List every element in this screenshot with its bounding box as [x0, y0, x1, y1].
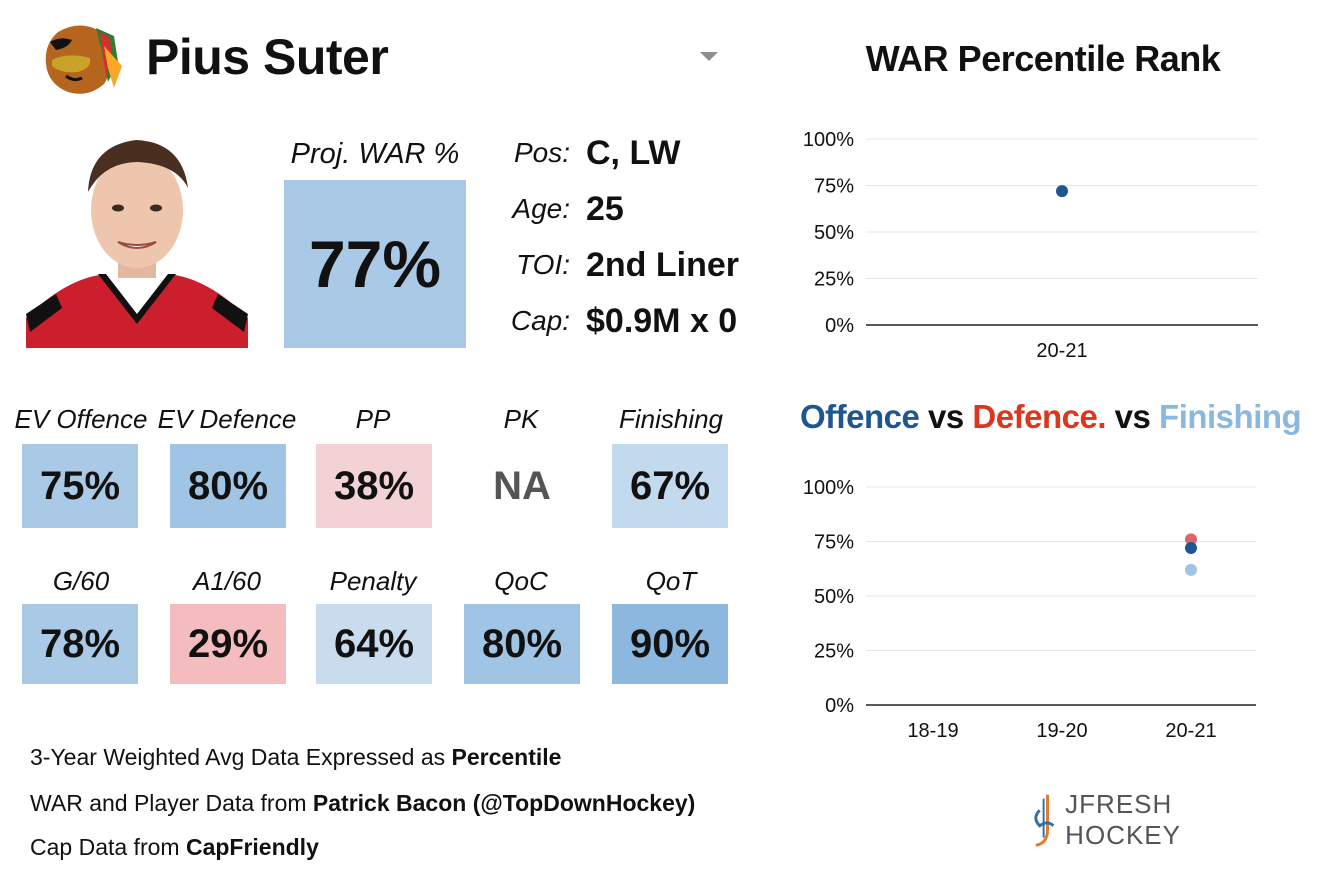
stat-value-penalty: 64%: [316, 604, 432, 684]
stat-label-pk: PK: [503, 404, 539, 434]
jfresh-logo-icon: [1034, 794, 1055, 847]
stat-label-a160: A1/60: [193, 566, 261, 596]
title-part-finishing: Finishing: [1159, 398, 1302, 435]
info-row-age: Age: 25: [500, 184, 760, 234]
stat-label-ev-offence: EV Offence: [14, 404, 148, 434]
data-point: [1185, 533, 1197, 546]
info-label: Age:: [512, 193, 570, 224]
footer-bold: Patrick Bacon (@TopDownHockey): [312, 790, 696, 816]
title-part-vs: vs: [1105, 398, 1160, 435]
blackhawks-logo-icon: [38, 22, 124, 98]
stat-label-pp: PP: [355, 404, 391, 434]
stat-label-finishing: Finishing: [618, 404, 724, 434]
chevron-down-icon[interactable]: [700, 52, 718, 61]
brand-logo: JFRESH HOCKEY: [1030, 789, 1290, 850]
info-row-toi: TOI: 2nd Liner: [500, 240, 760, 290]
x-tick-label: 20-21: [1165, 720, 1216, 742]
stat-value-pp: 38%: [316, 444, 432, 528]
stat-value-finishing: 67%: [612, 444, 728, 528]
player-headshot: [26, 118, 248, 348]
war-chart-title: WAR Percentile Rank: [865, 38, 1221, 79]
footer-line-3: Cap Data from CapFriendly: [30, 834, 319, 861]
footer-text: WAR and Player Data from: [30, 790, 313, 816]
y-tick-label: 100%: [803, 477, 854, 499]
info-value: 2nd Liner: [586, 245, 740, 284]
stat-value-ev-defence: 80%: [170, 444, 286, 528]
title-part-offence: Offence: [800, 398, 920, 435]
y-tick-label: 75%: [814, 176, 854, 198]
brand-name: JFRESH HOCKEY: [1065, 789, 1181, 850]
y-tick-label: 50%: [814, 222, 854, 244]
offence-defence-finishing-title: Offence vs Defence. vs Finishing: [800, 398, 1302, 436]
title-part-vs: vs: [919, 398, 973, 435]
proj-war-label: Proj. WAR %: [290, 138, 460, 170]
stat-value-qot: 90%: [612, 604, 728, 684]
stat-value-g60: 78%: [22, 604, 138, 684]
war-percentile-chart: 100% 75% 50% 25% 0% 20-21: [803, 129, 1258, 362]
stat-value-pk: NA: [464, 444, 580, 528]
x-tick-label: 18-19: [907, 720, 958, 742]
info-label: TOI:: [516, 249, 570, 280]
y-tick-label: 0%: [825, 315, 854, 337]
footer-line-1: 3-Year Weighted Avg Data Expressed as Pe…: [30, 744, 561, 771]
data-point: [1056, 185, 1068, 198]
y-tick-label: 25%: [814, 269, 854, 291]
footer-bold: Percentile: [451, 744, 562, 770]
y-tick-label: 25%: [814, 641, 854, 663]
y-tick-label: 50%: [814, 586, 854, 608]
data-point: [1185, 563, 1197, 576]
stat-label-qot: QoT: [645, 566, 697, 596]
footer-text: Cap Data from: [30, 834, 186, 860]
player-name: Pius Suter: [146, 29, 389, 85]
data-point: [1185, 542, 1197, 555]
stat-label-qoc: QoC: [494, 566, 548, 596]
title-part-defence: Defence.: [972, 398, 1106, 435]
stat-label-ev-defence: EV Defence: [157, 404, 297, 434]
offence-defence-finishing-chart: 100% 75% 50% 25% 0% 18-19 19-20 20-21: [803, 477, 1256, 742]
x-tick-label: 19-20: [1036, 720, 1087, 742]
info-row-cap: Cap: $0.9M x 0: [500, 296, 760, 346]
stat-value-qoc: 80%: [464, 604, 580, 684]
info-value: C, LW: [586, 133, 681, 172]
stat-value-a160: 29%: [170, 604, 286, 684]
stat-label-g60: G/60: [52, 566, 110, 596]
y-tick-label: 100%: [803, 129, 854, 151]
info-label: Pos:: [513, 137, 570, 168]
info-value: 25: [586, 189, 624, 228]
footer-text: 3-Year Weighted Avg Data Expressed as: [30, 744, 452, 770]
stat-label-penalty: Penalty: [329, 566, 417, 596]
info-row-position: Pos: C, LW: [500, 128, 760, 178]
info-label: Cap:: [510, 305, 570, 336]
stat-value-ev-offence: 75%: [22, 444, 138, 528]
y-tick-label: 75%: [814, 532, 854, 554]
x-tick-label: 20-21: [1036, 340, 1087, 362]
y-tick-label: 0%: [825, 695, 854, 717]
proj-war-value: 77%: [284, 180, 466, 348]
info-value: $0.9M x 0: [586, 301, 738, 340]
footer-line-2: WAR and Player Data from Patrick Bacon (…: [30, 790, 695, 817]
footer-bold: CapFriendly: [185, 834, 319, 860]
